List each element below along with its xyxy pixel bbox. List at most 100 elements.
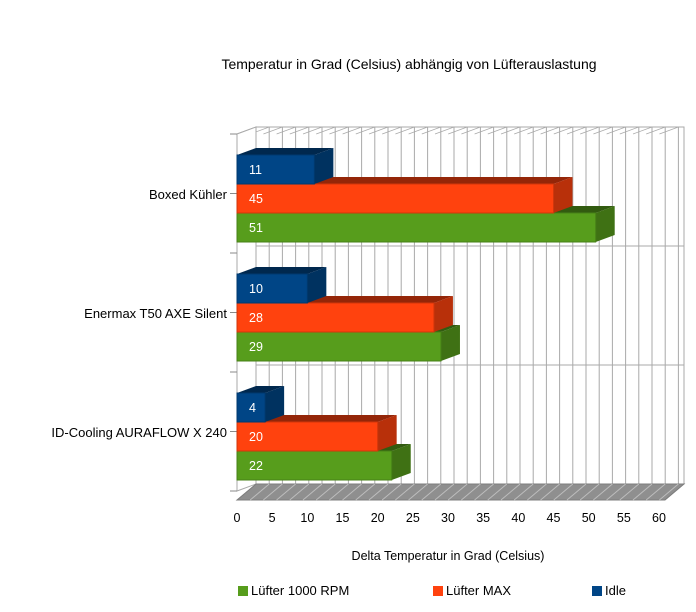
ceiling-gridline [606, 126, 626, 135]
bar-side-face [553, 177, 573, 213]
x-tick-label-10: 10 [300, 511, 315, 525]
bar-idle-boxed-k-hler: 11 [236, 148, 334, 185]
bar-l-fter-max-id-cooling-auraflow-x-240: 20 [236, 415, 397, 452]
legend-label: Idle [605, 583, 626, 598]
ceiling-gridline [434, 126, 455, 135]
floor-gridline [276, 483, 296, 501]
floor-gridline [461, 483, 481, 501]
floor-gridline [566, 483, 587, 501]
floor-gridline [381, 483, 402, 501]
x-tick-label-50: 50 [581, 511, 596, 525]
bar-l-fter-max-boxed-k-hler: 45 [236, 177, 573, 214]
bar-idle-enermax-t50-axe-silent: 10 [236, 267, 327, 304]
floor-gridline [474, 483, 494, 501]
floor-gridline [315, 483, 336, 501]
floor-gridline [421, 483, 442, 501]
ceiling-gridline [289, 126, 309, 135]
x-tick-label-15: 15 [335, 511, 350, 525]
ceiling-gridline [580, 126, 600, 135]
bar-front-face [236, 273, 308, 304]
bar-front-face [236, 212, 597, 243]
legend-swatch-l-fter-1000-rpm [238, 586, 248, 596]
bar-value-label: 45 [249, 192, 263, 206]
ceiling-gridline [487, 126, 507, 135]
floor-gridline [487, 483, 508, 501]
legend-item-idle: Idle [592, 583, 626, 598]
ceiling-gridline [395, 126, 415, 135]
legend: Lüfter 1000 RPM Lüfter MAX Idle [0, 583, 696, 601]
ceiling-gridline [593, 126, 613, 135]
floor-gridline [342, 483, 362, 501]
bar-value-label: 22 [249, 459, 263, 473]
ceiling-gridline [474, 126, 494, 135]
ceiling-gridline [368, 126, 389, 135]
ceiling-gridline [448, 126, 468, 135]
ceiling-gridline [553, 126, 573, 135]
x-tick-label-60: 60 [652, 511, 666, 525]
floor-gridline [645, 483, 666, 501]
floor-gridline [619, 483, 640, 501]
floor-gridline [540, 483, 560, 501]
floor-gridline [355, 483, 376, 501]
floor-gridline [659, 483, 679, 501]
bar-front-face [236, 302, 435, 333]
floor-gridline [500, 483, 521, 501]
bar-value-label: 11 [249, 163, 262, 177]
bar-value-label: 28 [249, 311, 263, 325]
floor-gridline [434, 483, 455, 501]
floor-gridline [302, 483, 323, 501]
ceiling-gridline [566, 126, 587, 135]
legend-swatch-idle [592, 586, 602, 596]
floor-gridline [408, 483, 428, 501]
ceiling-gridline [527, 126, 547, 135]
bar-front-face [236, 331, 442, 362]
bar-side-face [307, 267, 327, 303]
bar-side-face [265, 386, 285, 422]
category-label-boxed-k-hler: Boxed Kühler [148, 186, 227, 202]
x-tick-label-0: 0 [233, 511, 241, 525]
floor-gridline [579, 483, 600, 501]
ceiling-gridline [659, 126, 679, 135]
ceiling-gridline [329, 126, 349, 135]
bar-top-face [237, 267, 327, 274]
ceiling-gridline [382, 126, 402, 135]
bar-side-face [314, 148, 334, 184]
bar-front-face [236, 183, 554, 214]
ceiling-gridline [263, 126, 283, 135]
bar-value-label: 4 [249, 401, 256, 415]
category-label-id-cooling-auraflow-x-240: ID-Cooling AURAFLOW X 240 [51, 424, 227, 440]
bar-side-face [440, 325, 460, 361]
bar-side-face [391, 444, 411, 480]
bar-value-label: 10 [249, 282, 263, 296]
bar-value-label: 20 [249, 430, 263, 444]
legend-swatch-l-fter-max [433, 586, 443, 596]
bar-l-fter-max-enermax-t50-axe-silent: 28 [236, 296, 453, 333]
x-tick-label-5: 5 [268, 511, 276, 525]
floor-gridline [368, 483, 389, 501]
bar-side-face [377, 415, 397, 451]
ceiling-gridline [355, 126, 375, 135]
bar-top-face [237, 148, 334, 155]
x-tick-label-55: 55 [616, 511, 631, 525]
floor-gridline [289, 483, 310, 501]
bar-value-label: 29 [249, 340, 263, 354]
ceiling-gridline [316, 126, 336, 135]
floor-gridline [527, 483, 547, 501]
ceiling-gridline [276, 126, 296, 135]
floor-gridline [329, 483, 349, 501]
floor-gridline [249, 483, 270, 501]
floor-gridline [553, 483, 574, 501]
floor-gridline [593, 483, 613, 501]
bar-value-label: 51 [249, 221, 263, 235]
bar-top-face [237, 386, 285, 393]
x-axis-title: Delta Temperatur in Grad (Celsius) [351, 549, 545, 563]
chart-title: Temperatur in Grad (Celsius) abhängig vo… [221, 56, 597, 72]
legend-item-l-fter-max: Lüfter MAX [433, 583, 511, 598]
floor-gridline [632, 483, 653, 501]
ceiling-gridline [421, 126, 441, 135]
bar-front-face [236, 392, 266, 423]
ceiling-gridline [646, 126, 666, 135]
x-tick-label-45: 45 [546, 511, 561, 525]
